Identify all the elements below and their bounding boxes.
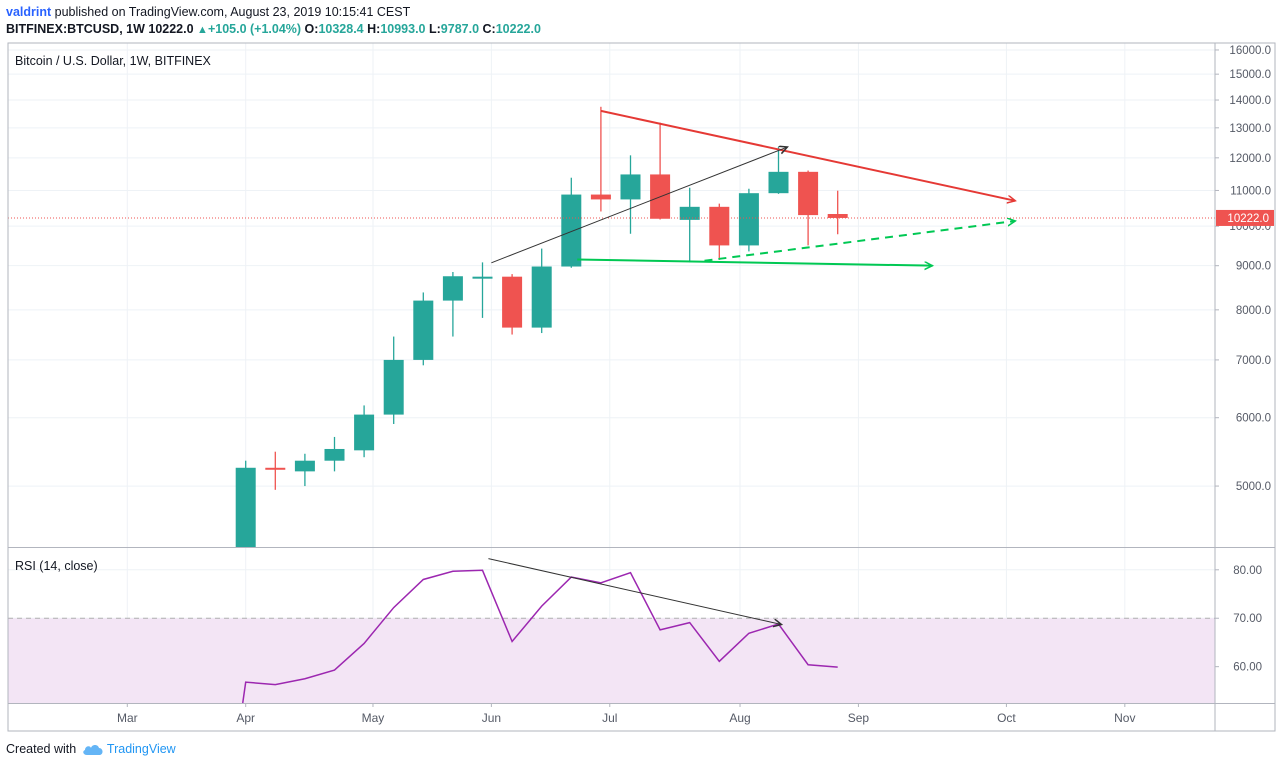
low-label: L: (428, 22, 441, 36)
author-link[interactable]: valdrint (6, 5, 52, 19)
time-tick-label: May (362, 711, 385, 725)
published-text: published on TradingView.com, August 23,… (54, 5, 411, 19)
candle-body[interactable] (383, 359, 404, 415)
price-tick-label: 6000.0 (1236, 413, 1271, 425)
price-tick-label: 12000.0 (1229, 153, 1271, 165)
price-pane[interactable] (8, 106, 1215, 636)
candle-body[interactable] (88, 583, 108, 586)
created-with-text: Created with (6, 742, 77, 756)
time-tick-label: Sep (848, 711, 870, 725)
candle-body[interactable] (442, 276, 463, 301)
last-price-badge-label: 10222.0 (1227, 213, 1269, 225)
trend-trendline-arrow[interactable] (491, 147, 787, 264)
rsi-pane-title: RSI (14, close) (15, 559, 98, 573)
price-tick-label: 16000.0 (1229, 45, 1271, 57)
candle-body[interactable] (235, 467, 256, 557)
high-label: H: (367, 22, 381, 36)
candle-body[interactable] (206, 557, 226, 560)
rsi-tick-label: 60.00 (1233, 662, 1262, 674)
price-tick-label: 14000.0 (1229, 95, 1271, 107)
candle-body[interactable] (177, 560, 197, 568)
time-tick-label: Apr (236, 711, 255, 725)
price-tick-label: 5000.0 (1236, 481, 1271, 493)
rsi-tick-label: 80.00 (1233, 565, 1262, 577)
candle-body[interactable] (709, 206, 730, 246)
close-value: 10222.0 (495, 22, 541, 36)
time-tick-label: Jul (602, 711, 617, 725)
footer: Created with TradingView (6, 742, 176, 757)
candle-body[interactable] (738, 193, 759, 246)
symbol-info: BITFINEX:BTCUSD, 1W 10222.0 ▲+105.0 (+1.… (6, 22, 541, 36)
last-price: 10222.0 (148, 22, 194, 36)
candle-body[interactable] (768, 171, 789, 194)
tradingview-cloud-icon[interactable] (82, 743, 104, 757)
candle-body[interactable] (324, 448, 345, 461)
price-tick-label: 9000.0 (1236, 261, 1271, 273)
price-tick-label: 7000.0 (1236, 355, 1271, 367)
last-price-badge (1216, 209, 1274, 226)
high-value: 10993.0 (380, 22, 426, 36)
candle-body[interactable] (620, 174, 641, 200)
axes: Bitcoin / U.S. Dollar, 1W, BITFINEX RSI (… (15, 45, 1274, 725)
time-tick-label: Mar (117, 711, 138, 725)
time-tick-label: Nov (1114, 711, 1135, 725)
price-tick-label: 11000.0 (1230, 185, 1271, 197)
rsi-band (8, 618, 1215, 703)
candle-body[interactable] (265, 467, 286, 470)
rsi-divergence-trendline[interactable] (488, 558, 781, 625)
outer-frame (7, 42, 1276, 732)
chart-header: valdrint published on TradingView.com, A… (0, 0, 1282, 42)
price-tick-label: 15000.0 (1229, 69, 1271, 81)
candle-body[interactable] (354, 414, 375, 451)
price-pane-title: Bitcoin / U.S. Dollar, 1W, BITFINEX (15, 54, 212, 68)
price-tick-label: 13000.0 (1229, 123, 1271, 135)
up-triangle-icon: ▲ (197, 24, 208, 36)
publish-info: valdrint published on TradingView.com, A… (6, 5, 410, 19)
support-trendline-arrow[interactable] (577, 258, 932, 265)
time-tick-label: Oct (997, 711, 1016, 725)
candle-body[interactable] (531, 266, 552, 328)
rsi-tick-label: 70.00 (1233, 613, 1262, 625)
price-tick-label: 8000.0 (1236, 305, 1271, 317)
time-tick-label: Jun (482, 711, 501, 725)
symbol-label: BITFINEX:BTCUSD, 1W (6, 22, 145, 36)
candle-body[interactable] (294, 460, 315, 472)
candle-body[interactable] (502, 276, 523, 328)
resistance-trendline-arrow[interactable] (600, 109, 1015, 201)
time-tick-label: Aug (729, 711, 750, 725)
rsi-pane[interactable] (8, 569, 1215, 703)
candle-body[interactable] (679, 206, 700, 220)
open-value: 10328.4 (318, 22, 364, 36)
candle-body[interactable] (413, 300, 434, 360)
candle-body[interactable] (590, 194, 611, 200)
grid (8, 43, 1215, 703)
candle-body[interactable] (827, 214, 848, 218)
rsi-line[interactable] (241, 569, 838, 703)
support-dashed-arrow[interactable] (704, 221, 1016, 262)
tradingview-brand[interactable]: TradingView (106, 742, 176, 756)
price-change: +105.0 (+1.04%) (207, 22, 302, 36)
candle-body[interactable] (147, 568, 167, 574)
close-label: C: (482, 22, 496, 36)
candle-body[interactable] (472, 276, 493, 279)
low-value: 9787.0 (440, 22, 480, 36)
candle-body[interactable] (561, 194, 582, 267)
open-label: O: (304, 22, 319, 36)
candle-body[interactable] (798, 171, 819, 216)
